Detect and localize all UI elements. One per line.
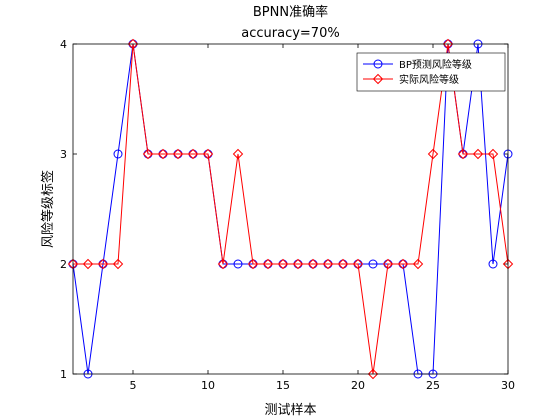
series-2 <box>67 38 514 380</box>
data-point-diamond <box>277 258 289 270</box>
x-axis-label: 测试样本 <box>264 403 316 418</box>
y-tick-label: 2 <box>60 258 67 271</box>
data-point-diamond <box>247 258 259 270</box>
data-point-diamond <box>382 258 394 270</box>
x-tick-label: 10 <box>201 379 215 392</box>
y-tick-label: 4 <box>60 38 67 51</box>
x-tick-label: 20 <box>351 379 365 392</box>
data-point-diamond <box>187 148 199 160</box>
y-tick-label: 3 <box>60 148 67 161</box>
data-point-diamond <box>307 258 319 270</box>
data-point-diamond <box>262 258 274 270</box>
data-point-diamond <box>127 38 139 50</box>
data-point-diamond <box>457 148 469 160</box>
data-point-diamond <box>82 258 94 270</box>
data-point-diamond <box>322 258 334 270</box>
data-point-diamond <box>427 148 439 160</box>
x-tick-label: 15 <box>276 379 290 392</box>
data-point-diamond <box>487 148 499 160</box>
data-point-diamond <box>352 258 364 270</box>
chart-subtitle: accuracy=70% <box>241 26 339 41</box>
legend-label: BP预测风险等级 <box>399 58 472 71</box>
data-point-diamond <box>397 258 409 270</box>
data-point-diamond <box>202 148 214 160</box>
axis-ticks: 5 10 15 20 25 30 1 2 3 4 <box>60 38 515 392</box>
series-layer <box>67 38 514 380</box>
plot-area <box>73 44 508 374</box>
x-tick-label: 5 <box>130 379 137 392</box>
chart-title: BPNN准确率 <box>253 4 328 20</box>
data-point-diamond <box>442 38 454 50</box>
legend-entry: BP预测风险等级 <box>363 58 472 71</box>
y-axis-label: 风险等级标签 <box>40 170 56 248</box>
data-point-diamond <box>157 148 169 160</box>
data-point-diamond <box>292 258 304 270</box>
data-point-diamond <box>112 258 124 270</box>
x-tick-label: 30 <box>501 379 515 392</box>
data-point-diamond <box>217 258 229 270</box>
data-point-diamond <box>372 73 384 85</box>
plot-frame <box>72 43 509 375</box>
data-point-diamond <box>172 148 184 160</box>
data-point-circle <box>233 259 243 269</box>
data-point-diamond <box>367 368 379 380</box>
series-line <box>73 43 509 375</box>
data-point-diamond <box>472 148 484 160</box>
data-point-diamond <box>142 148 154 160</box>
legend-box <box>356 52 506 92</box>
data-point-diamond <box>337 258 349 270</box>
data-point-circle <box>368 259 378 269</box>
data-point-circle <box>113 149 123 159</box>
data-point-diamond <box>232 148 244 160</box>
legend-entry: 实际风险等级 <box>363 73 459 86</box>
data-point-circle <box>373 59 383 69</box>
data-point-circle <box>488 259 498 269</box>
legend-label: 实际风险等级 <box>399 73 459 86</box>
y-tick-label: 1 <box>60 368 67 381</box>
x-tick-label: 25 <box>426 379 440 392</box>
data-point-diamond <box>97 258 109 270</box>
data-point-diamond <box>412 258 424 270</box>
